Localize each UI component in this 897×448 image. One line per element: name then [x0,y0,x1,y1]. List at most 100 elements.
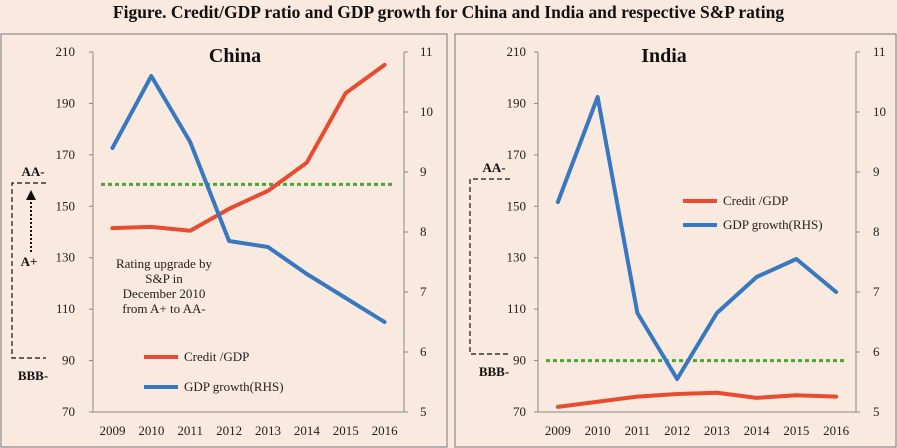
right-tick-label: 11 [873,44,886,59]
annotation-line: December 2010 [123,286,206,301]
gdp-growth-point [110,146,114,150]
left-tick-label: 130 [56,250,76,265]
right-tick-label: 8 [420,224,427,239]
x-tick-label: 2009 [99,423,125,438]
credit-gdp-point [675,392,679,396]
panel-china [0,33,448,448]
left-tick-label: 110 [507,301,526,316]
rating-bracket [469,178,510,355]
right-tick-label: 5 [420,404,427,419]
gdp-growth-series-line [110,74,387,324]
credit-gdp-point [305,161,309,165]
right-tick-label: 5 [873,404,880,419]
x-tick-label: 2013 [255,423,281,438]
credit-gdp-point [344,91,348,95]
gdp-growth-point [715,311,719,315]
rating-bottom-label: BBB- [479,364,509,379]
x-tick-label: 2015 [783,423,809,438]
panel-india [454,33,897,448]
left-tick-label: 150 [507,198,527,213]
x-tick-label: 2014 [744,423,771,438]
credit-gdp-point [794,393,798,397]
annotation-line: Rating upgrade by [116,256,213,271]
credit-gdp-point [188,229,192,233]
gdp-growth-series-line [555,95,839,381]
gdp-growth-point [383,320,387,324]
left-tick-label: 190 [507,95,527,110]
left-tick-label: 90 [62,353,75,368]
right-tick-label: 10 [420,104,433,119]
x-tick-label: 2016 [372,423,399,438]
right-tick-label: 11 [420,44,433,59]
x-tick-label: 2010 [585,423,611,438]
x-tick-label: 2013 [704,423,730,438]
legend-label-credit: Credit /GDP [723,193,788,208]
gdp-growth-point [794,257,798,261]
left-tick-label: 110 [56,301,75,316]
credit-gdp-point [596,400,600,404]
right-tick-label: 10 [873,104,886,119]
credit-gdp-series-line [555,390,839,409]
gdp-growth-point [266,245,270,249]
gdp-growth-point [305,272,309,276]
left-tick-label: 70 [513,404,526,419]
x-tick-label: 2010 [138,423,164,438]
gdp-growth-point [596,95,600,99]
x-tick-label: 2009 [545,423,571,438]
left-tick-label: 90 [513,353,526,368]
right-tick-label: 9 [420,164,427,179]
left-tick-label: 210 [56,44,76,59]
annotation-line: from A+ to AA- [122,301,206,316]
rating-top-label: AA- [21,164,44,179]
right-tick-label: 7 [873,284,880,299]
x-tick-label: 2015 [333,423,359,438]
right-tick-label: 8 [873,224,880,239]
legend-label-gdp: GDP growth(RHS) [723,217,823,232]
gdp-growth-point [675,377,679,381]
left-tick-label: 130 [507,250,527,265]
gdp-growth-point [227,239,231,243]
left-tick-label: 150 [56,198,76,213]
gdp-growth-point [755,275,759,279]
credit-gdp-point [556,405,560,409]
rating-top-label: AA- [482,160,505,175]
legend-label-credit: Credit /GDP [184,349,249,364]
credit-gdp-point [149,225,153,229]
rating-bottom-label: BBB- [18,368,48,383]
gdp-growth-point [834,290,838,294]
right-tick-label: 7 [420,284,427,299]
x-tick-label: 2012 [664,423,690,438]
gdp-growth-point [344,296,348,300]
credit-gdp-point [755,396,759,400]
credit-gdp-point [227,207,231,211]
x-tick-label: 2012 [216,423,242,438]
panel-border [0,33,448,448]
gdp-growth-point [149,74,153,78]
upgrade-arrow-head [26,190,36,200]
gdp-growth-point [635,311,639,315]
panel-title: India [641,45,687,67]
credit-gdp-point [383,63,387,67]
gdp-growth-point [556,200,560,204]
left-tick-label: 210 [507,44,527,59]
panel-title: China [209,45,261,67]
credit-gdp-series-line [110,62,387,233]
gdp-growth-point [188,140,192,144]
credit-gdp-point [834,395,838,399]
credit-gdp-point [266,189,270,193]
right-tick-label: 6 [420,344,427,359]
x-tick-label: 2011 [625,423,651,438]
annotation-line: S&P in [145,271,183,286]
right-tick-label: 6 [873,344,880,359]
credit-gdp-point [635,395,639,399]
left-tick-label: 170 [56,147,76,162]
x-tick-label: 2011 [177,423,203,438]
right-tick-label: 9 [873,164,880,179]
x-tick-label: 2016 [823,423,850,438]
left-tick-label: 190 [56,95,76,110]
left-tick-label: 170 [507,147,527,162]
credit-gdp-point [715,391,719,395]
left-tick-label: 70 [62,404,75,419]
x-tick-label: 2014 [294,423,321,438]
rating-middle-label: A+ [21,254,38,269]
